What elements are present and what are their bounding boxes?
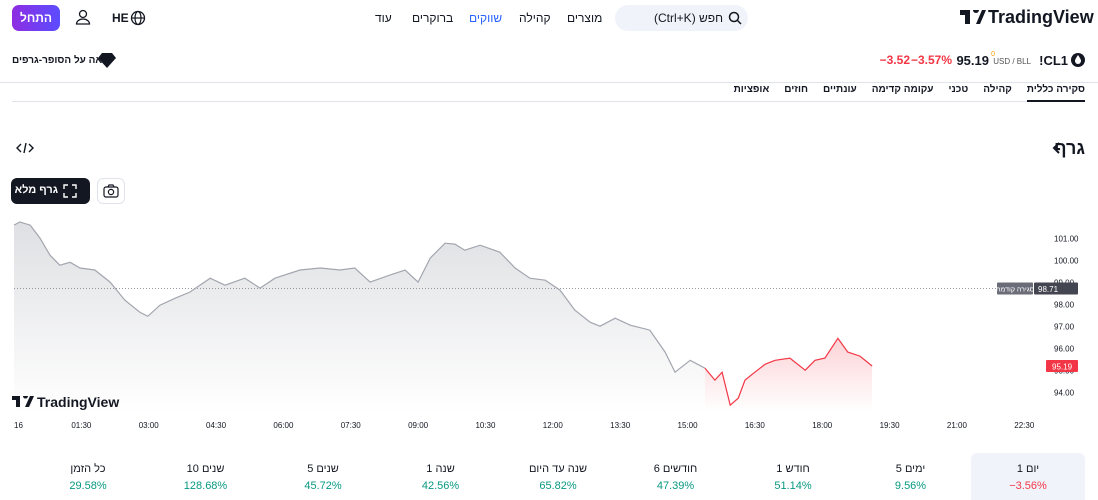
language[interactable]: HE <box>112 11 129 25</box>
prev-close-value: 98.71 <box>1038 285 1059 294</box>
camera-icon <box>103 184 119 198</box>
globe-icon[interactable] <box>130 10 146 26</box>
x-tick-label: 03:00 <box>139 421 160 430</box>
price-suffix: 0 <box>991 51 995 58</box>
y-tick-label: 97.00 <box>1054 323 1075 332</box>
performance-label: כל הזמן <box>31 463 145 475</box>
tab[interactable]: חוזים <box>784 84 808 102</box>
x-tick-label: 16 <box>14 421 23 430</box>
prev-close-label: סגירה קודמת <box>996 287 1035 294</box>
x-tick-label: 12:00 <box>543 421 564 430</box>
tab[interactable]: קהילה <box>983 84 1012 102</box>
performance-label: 5 שנים <box>266 463 380 475</box>
tab[interactable]: עונתיים <box>823 84 857 102</box>
nav-item[interactable]: קהילה <box>519 11 551 25</box>
performance-cell[interactable]: שנה עד היום 65.82% <box>501 453 615 500</box>
change-percent: −3.57% <box>911 53 952 67</box>
start-button[interactable]: התחל <box>12 5 60 31</box>
x-tick-label: 07:30 <box>341 421 362 430</box>
tab[interactable]: סקירה כללית <box>1027 84 1085 102</box>
symbol: !CL1 <box>1039 53 1068 68</box>
performance-cell[interactable]: 5 שנים 45.72% <box>266 453 380 500</box>
nav-item[interactable]: עוד <box>375 11 392 25</box>
performance-cell[interactable]: חודש 1 51.14% <box>736 453 850 500</box>
x-tick-label: 16:30 <box>745 421 766 430</box>
performance-label: שנה עד היום <box>501 463 615 475</box>
tabs: סקירה כללית קהילה טכני עקומה קדימה עונתי… <box>734 84 1085 102</box>
area <box>14 222 705 412</box>
change: −3.52 <box>880 53 910 67</box>
x-tick-label: 04:30 <box>206 421 227 430</box>
y-tick-label: 101.00 <box>1054 235 1079 244</box>
x-tick-label: 09:00 <box>408 421 429 430</box>
performance-cell[interactable]: 10 שנים 128.68% <box>149 453 263 500</box>
user-icon[interactable] <box>75 9 91 25</box>
logo-text[interactable]: TradingView <box>988 7 1094 28</box>
performance-label: חודש 1 <box>736 463 850 475</box>
symbol-icon <box>1071 52 1085 68</box>
performance-value: 128.68% <box>149 480 263 492</box>
y-tick-label: 96.00 <box>1054 345 1075 354</box>
performance-label: שנה 1 <box>384 463 498 475</box>
x-tick-label: 19:30 <box>880 421 901 430</box>
y-tick-label: 94.00 <box>1054 389 1075 398</box>
performance-value: 65.82% <box>501 480 615 492</box>
tab[interactable]: טכני <box>948 84 968 102</box>
nav-item[interactable]: ברוקרים <box>412 11 453 25</box>
x-tick-label: 22:30 <box>1014 421 1035 430</box>
performance-label: יום 1 <box>971 463 1085 475</box>
performance-value: 29.58% <box>31 480 145 492</box>
y-tick-label: 98.00 <box>1054 301 1075 310</box>
performance-cell[interactable]: 6 חודשים 47.39% <box>619 453 733 500</box>
price-chart: 94.0095.0096.0097.0098.0099.00100.00101.… <box>0 210 1098 440</box>
tab[interactable]: עקומה קדימה <box>872 84 934 102</box>
embed-icon[interactable] <box>16 141 34 155</box>
search-placeholder: חפש (Ctrl+K) <box>654 11 723 25</box>
performance-value: −3.56% <box>971 480 1085 492</box>
currency: USD / BLL <box>993 57 1031 66</box>
performance-label: 6 חודשים <box>619 463 733 475</box>
y-tick-label: 100.00 <box>1054 257 1079 266</box>
nav-item[interactable]: שווקים <box>469 11 502 25</box>
divider <box>0 82 1098 83</box>
supercharts-link[interactable]: ראה על הסופר-גרפים <box>12 55 108 66</box>
performance-cell[interactable]: שנה 1 42.56% <box>384 453 498 500</box>
x-tick-label: 18:00 <box>812 421 833 430</box>
last-price-label: 95.19 <box>1052 362 1073 371</box>
watermark: TradingView <box>37 394 119 410</box>
performance-value: 9.56% <box>854 480 968 492</box>
tab[interactable]: אופציות <box>734 84 770 102</box>
x-tick-label: 10:30 <box>475 421 496 430</box>
fullscreen-icon <box>63 184 77 198</box>
performance-value: 51.14% <box>736 480 850 492</box>
fullscreen-label[interactable]: גרף מלא <box>15 184 58 196</box>
performance-label: 10 שנים <box>149 463 263 475</box>
x-tick-label: 01:30 <box>71 421 92 430</box>
watermark-icon <box>12 396 34 408</box>
search-icon <box>728 11 742 25</box>
x-tick-label: 15:00 <box>678 421 699 430</box>
price: 95.19 <box>956 53 989 68</box>
performance-value: 42.56% <box>384 480 498 492</box>
chevron <box>1052 142 1060 154</box>
performance-cell[interactable]: כל הזמן 29.58% <box>31 453 145 500</box>
performance-label: 5 ימים <box>854 463 968 475</box>
x-tick-label: 13:30 <box>610 421 631 430</box>
performance-cell[interactable]: 5 ימים 9.56% <box>854 453 968 500</box>
x-tick-label: 06:00 <box>273 421 294 430</box>
performance-value: 45.72% <box>266 480 380 492</box>
performance-value: 47.39% <box>619 480 733 492</box>
nav-item[interactable]: מוצרים <box>567 11 602 25</box>
logo-icon[interactable] <box>960 10 986 26</box>
performance-cell[interactable]: יום 1 −3.56% <box>971 453 1085 500</box>
area <box>705 338 872 412</box>
x-tick-label: 21:00 <box>947 421 968 430</box>
